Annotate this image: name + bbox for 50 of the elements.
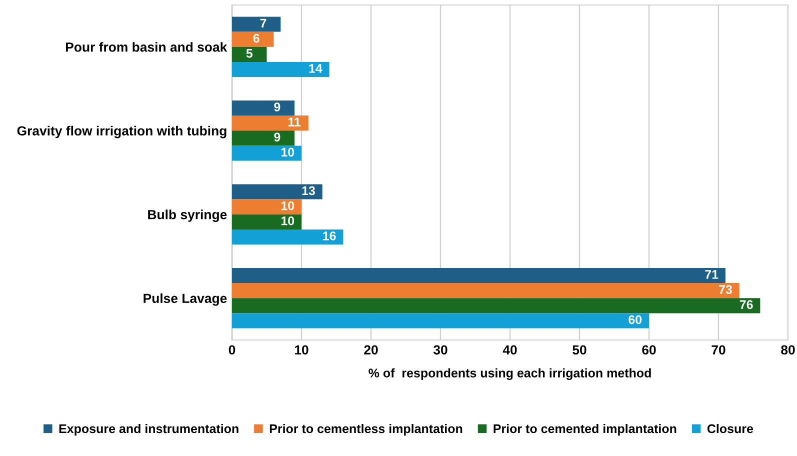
- data-label: 6: [253, 34, 260, 43]
- y-tick-label: Pulse Lavage: [144, 293, 227, 306]
- data-label: 10: [281, 148, 294, 157]
- legend-label: Closure: [707, 424, 754, 434]
- data-label: 10: [281, 216, 294, 226]
- bar: [232, 100, 295, 116]
- bar: [232, 32, 274, 47]
- bar: [232, 313, 649, 328]
- data-label: 9: [274, 132, 280, 142]
- legend-label: Prior to cementless implantation: [270, 424, 462, 436]
- data-label: 14: [309, 64, 322, 73]
- data-label: 7: [260, 18, 266, 28]
- x-tick-label: 20: [364, 345, 378, 355]
- bar: [232, 283, 740, 298]
- data-label: 9: [274, 102, 280, 112]
- bar: [232, 229, 344, 245]
- bar: [232, 199, 302, 214]
- x-tick-label: 80: [781, 345, 795, 355]
- bar: [232, 46, 267, 62]
- y-tick-label: Gravity flow irrigation with tubing: [17, 126, 226, 138]
- data-label: 10: [281, 201, 294, 210]
- bar: [232, 16, 281, 32]
- x-tick-label: 70: [712, 345, 726, 355]
- x-axis-title: % of respondents using each irrigation method: [368, 368, 651, 380]
- data-label: 60: [628, 315, 642, 324]
- legend-label: Exposure and instrumentation: [59, 424, 238, 436]
- x-tick-label: 0: [228, 345, 236, 355]
- x-tick-label: 40: [502, 345, 517, 355]
- bar: [232, 62, 330, 78]
- bar: [232, 146, 302, 161]
- data-label: 73: [719, 285, 732, 294]
- bar: [232, 298, 760, 314]
- bar: [232, 130, 295, 146]
- data-label: 13: [302, 186, 315, 196]
- x-tick-label: 30: [433, 345, 448, 355]
- bar: [232, 268, 726, 284]
- bar: [232, 214, 302, 230]
- y-tick-label: Pour from basin and soak: [66, 42, 228, 52]
- data-label: 71: [705, 270, 718, 279]
- data-label: 11: [288, 118, 300, 126]
- data-label: 16: [323, 231, 336, 240]
- data-label: 5: [246, 49, 253, 58]
- legend-label: Prior to cemented implantation: [494, 424, 676, 436]
- y-tick-label: Bulb syringe: [148, 210, 227, 222]
- bar: [232, 184, 322, 200]
- x-tick-label: 60: [642, 345, 656, 355]
- bar: [232, 116, 308, 131]
- x-tick-label: 50: [572, 345, 586, 355]
- data-label: 76: [740, 300, 753, 310]
- x-tick-label: 10: [294, 345, 308, 355]
